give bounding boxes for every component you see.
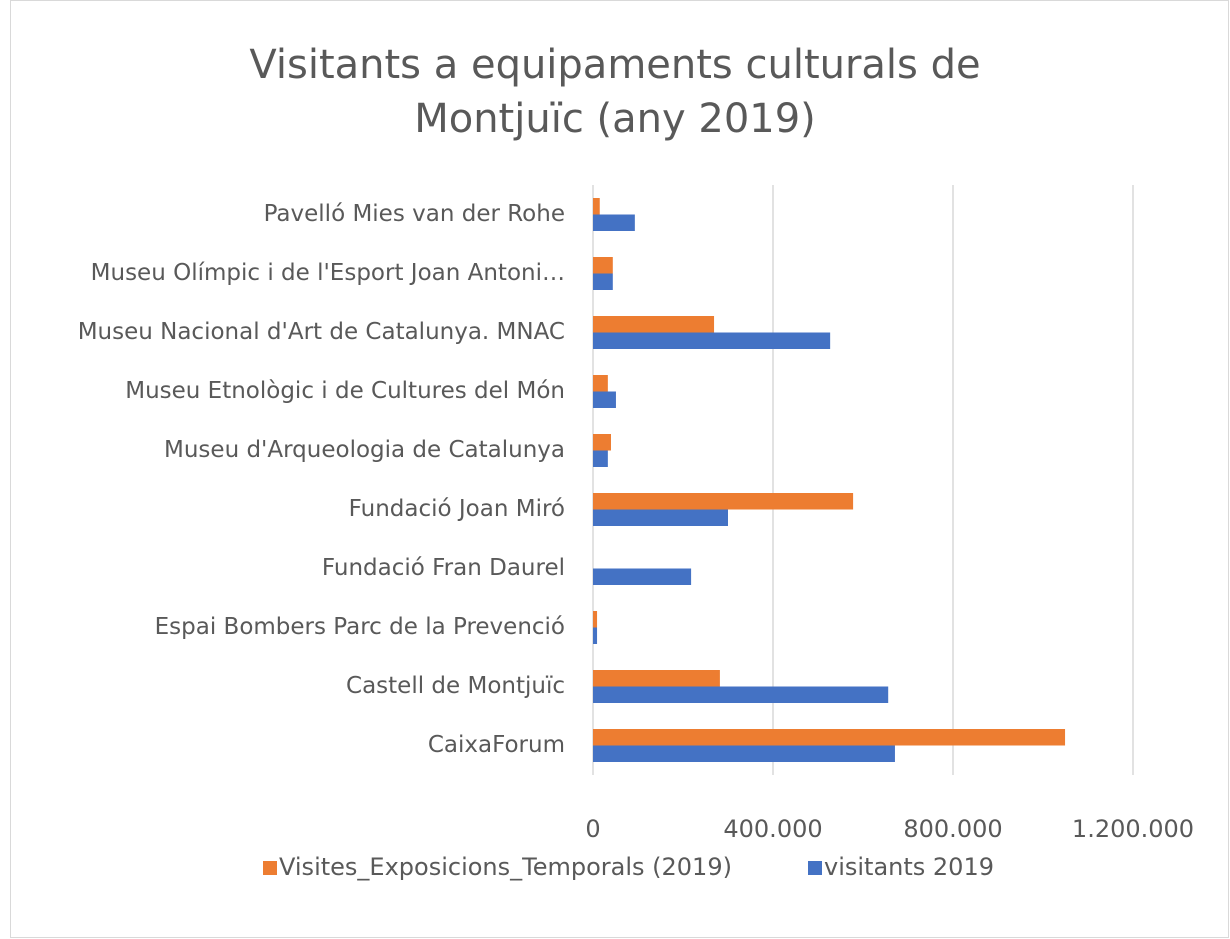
x-tick-label: 0 — [585, 815, 600, 843]
y-tick-label: Castell de Montjuïc — [346, 673, 565, 699]
y-tick-label: Espai Bombers Parc de la Prevenció — [155, 614, 565, 640]
bar — [593, 214, 635, 231]
x-tick-label: 1.200.000 — [1072, 815, 1194, 843]
y-tick-label: Pavelló Mies van der Rohe — [264, 201, 565, 227]
bar — [593, 450, 608, 467]
bar — [593, 257, 613, 274]
bar — [593, 509, 728, 526]
legend-label: visitants 2019 — [824, 853, 994, 881]
y-tick-label: Museu d'Arqueologia de Catalunya — [164, 437, 565, 463]
bar — [593, 670, 720, 687]
chart-title: Visitants a equipaments culturals de Mon… — [249, 42, 981, 142]
legend-label: Visites_Exposicions_Temporals (2019) — [279, 853, 732, 881]
bar — [593, 568, 692, 585]
bar — [593, 375, 608, 392]
legend-swatch — [263, 861, 277, 875]
bar — [593, 627, 598, 644]
y-tick-label: Museu Etnològic i de Cultures del Món — [125, 378, 565, 404]
bar — [593, 493, 854, 510]
bar — [593, 686, 889, 703]
bar — [593, 332, 831, 349]
bar — [593, 391, 616, 408]
x-tick-label: 800.000 — [903, 815, 1002, 843]
bar — [593, 745, 895, 762]
y-tick-label: CaixaForum — [428, 732, 565, 758]
x-tick-label: 400.000 — [723, 815, 822, 843]
bar — [593, 434, 611, 451]
y-tick-label: Museu Nacional d'Art de Catalunya. MNAC — [78, 319, 565, 345]
bar — [593, 729, 1066, 746]
y-tick-label: Fundació Joan Miró — [349, 496, 565, 522]
chart-border — [10, 0, 1229, 938]
legend-swatch — [808, 861, 822, 875]
bar — [593, 273, 613, 290]
bar — [593, 316, 715, 333]
bar — [593, 611, 598, 628]
y-tick-label: Museu Olímpic i de l'Esport Joan Antoni… — [91, 260, 565, 286]
y-tick-label: Fundació Fran Daurel — [322, 555, 565, 581]
bar — [593, 198, 600, 215]
